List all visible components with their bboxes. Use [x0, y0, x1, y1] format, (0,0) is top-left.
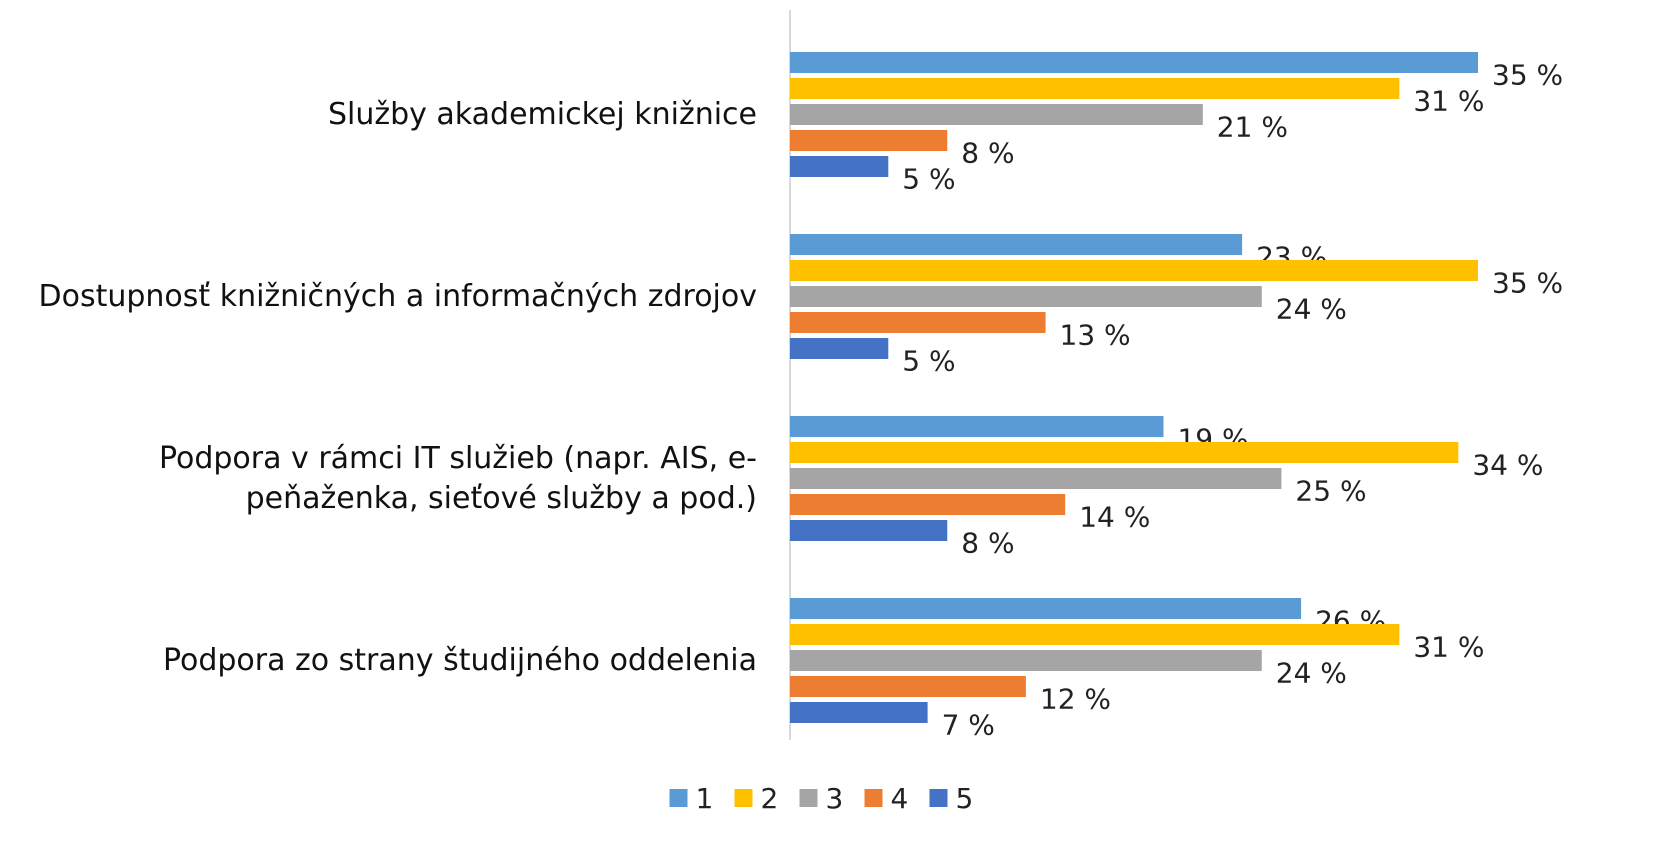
bar [790, 416, 1164, 437]
data-label: 13 % [1060, 319, 1131, 352]
bar [790, 702, 928, 723]
data-label: 31 % [1413, 85, 1484, 118]
data-label: 25 % [1295, 475, 1366, 508]
data-label: 21 % [1217, 111, 1288, 144]
legend-swatch [799, 789, 818, 807]
bar [790, 260, 1478, 281]
bar [790, 468, 1282, 489]
legend-label: 3 [826, 782, 844, 815]
data-label: 14 % [1079, 501, 1150, 534]
bar [790, 312, 1046, 333]
legend-swatch [734, 789, 753, 807]
bar [790, 156, 889, 177]
bar [790, 624, 1400, 645]
category-label: Dostupnosť knižničných a informačných zd… [38, 278, 758, 314]
legend-label: 4 [891, 782, 909, 815]
bar [790, 520, 948, 541]
bar [790, 52, 1478, 73]
data-label: 24 % [1276, 293, 1347, 326]
data-label: 24 % [1276, 657, 1347, 690]
bar [790, 442, 1459, 463]
bar [790, 338, 889, 359]
legend-label: 1 [696, 782, 714, 815]
data-label: 8 % [961, 527, 1014, 560]
bar [790, 598, 1302, 619]
data-label: 12 % [1040, 683, 1111, 716]
legend-label: 2 [761, 782, 779, 815]
data-label: 5 % [902, 345, 955, 378]
bar [790, 494, 1066, 515]
bar [790, 650, 1262, 671]
bar [790, 676, 1026, 697]
data-label: 31 % [1413, 631, 1484, 664]
data-label: 35 % [1492, 59, 1563, 92]
data-label: 34 % [1472, 449, 1543, 482]
data-label: 5 % [902, 163, 955, 196]
legend-label: 5 [956, 782, 974, 815]
bar [790, 286, 1262, 307]
category-label: Podpora v rámci IT služieb (napr. AIS, e… [158, 440, 757, 516]
bar [790, 104, 1203, 125]
category-label: Podpora zo strany študijného oddelenia [162, 642, 757, 678]
category-label: Služby akademickej knižnice [327, 96, 757, 132]
data-label: 8 % [961, 137, 1014, 170]
bar [790, 234, 1243, 255]
data-label: 35 % [1492, 267, 1563, 300]
legend-swatch [929, 789, 948, 807]
data-label: 7 % [942, 709, 995, 742]
bar [790, 130, 948, 151]
legend-swatch [864, 789, 883, 807]
bar [790, 78, 1400, 99]
legend-swatch [669, 789, 688, 807]
